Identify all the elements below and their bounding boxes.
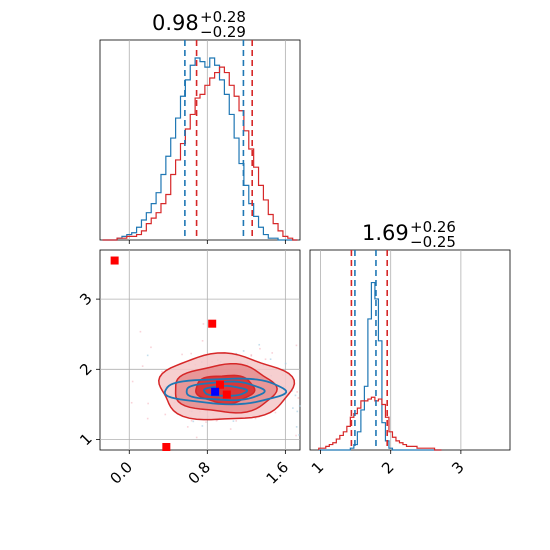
param-1-title-value: 0.98 — [152, 11, 199, 35]
hist1-series-blue — [102, 57, 298, 241]
d2-bg-point — [250, 354, 253, 356]
hist2-tick-label-0: 1 — [308, 458, 327, 477]
panel-2d-xticks: 0.0 0.8 1.6 — [106, 450, 292, 488]
panel-hist-1-frame — [99, 39, 301, 241]
d2-marker-5 — [162, 443, 171, 451]
d2-bg-point — [259, 347, 261, 350]
param-2-title-minus: −0.25 — [410, 233, 456, 251]
d2-bg-point — [181, 353, 183, 356]
d2-bg-point — [284, 362, 287, 365]
d2-xtick-label-2: 1.6 — [263, 458, 293, 488]
d2-bg-point — [150, 346, 152, 349]
d2-bg-point — [141, 365, 144, 367]
d2-bg-point — [296, 391, 298, 393]
panel-hist-2-quantiles — [350, 250, 388, 450]
panel-2d-points — [110, 256, 231, 451]
d2-xtick-label-1: 0.8 — [185, 458, 215, 488]
panel-hist-1-series — [102, 57, 298, 241]
d2-bg-point — [235, 420, 238, 422]
d2-bg-point — [130, 401, 133, 404]
panel-2d: 0.0 0.8 1.6 1 2 3 — [76, 249, 301, 488]
panel-hist-2-grid — [320, 250, 462, 450]
d2-bg-point — [215, 419, 218, 422]
hist2-tick-label-2: 3 — [448, 458, 467, 477]
d2-bg-point — [295, 344, 298, 347]
param-1-title-minus: −0.29 — [200, 23, 246, 41]
panel-hist-1-ticks — [128, 240, 286, 244]
d2-bg-point — [139, 330, 142, 333]
panel-hist-2-ticks: 1 2 3 — [308, 450, 468, 478]
d2-ytick-label-0: 1 — [76, 430, 95, 449]
d2-bg-point — [242, 350, 245, 352]
d2-bg-point — [131, 380, 134, 383]
d2-bg-point — [216, 419, 219, 421]
d2-bg-point — [195, 436, 198, 439]
d2-bg-point — [294, 394, 297, 397]
d2-bg-point — [161, 370, 163, 373]
d2-contour-blue-2 — [163, 377, 288, 406]
panel-2d-frame — [99, 249, 301, 451]
panel-2d-yticks: 1 2 3 — [76, 289, 100, 449]
hist2-series-red — [318, 396, 442, 451]
d2-bg-point — [254, 417, 257, 420]
hist1-series-red — [102, 66, 298, 241]
d2-marker-1 — [208, 319, 217, 328]
d2-bg-point — [296, 410, 299, 413]
panel-hist-2-series — [318, 281, 442, 451]
d2-bg-point — [258, 343, 261, 346]
d2-bg-point — [186, 426, 189, 428]
d2-marker-0 — [110, 256, 119, 265]
d2-bg-point — [146, 417, 149, 420]
panel-hist-1 — [99, 39, 301, 244]
panel-2d-contours-blue — [163, 377, 288, 406]
d2-bg-point — [205, 421, 207, 423]
d2-bg-point — [190, 419, 193, 422]
panel-hist-1-grid — [128, 40, 286, 240]
d2-bg-point — [298, 405, 301, 407]
panel-hist-2-frame — [309, 249, 511, 451]
d2-bg-point — [269, 358, 272, 361]
d2-bg-point — [190, 352, 192, 355]
d2-bg-point — [201, 425, 204, 427]
param-2-title: 1.69 +0.26 −0.25 — [362, 218, 456, 251]
d2-bg-point — [264, 358, 267, 361]
d2-marker-3 — [222, 390, 231, 399]
param-2-title-value: 1.69 — [362, 221, 409, 245]
d2-marker-4 — [211, 387, 220, 396]
d2-bg-point — [295, 426, 298, 428]
d2-bg-point — [147, 402, 149, 405]
d2-bg-point — [250, 355, 253, 357]
d2-bg-point — [297, 397, 300, 399]
d2-bg-point — [298, 434, 300, 436]
d2-contour-blue-1 — [185, 380, 266, 402]
d2-bg-point — [292, 407, 294, 409]
param-1-title-plus: +0.28 — [200, 8, 246, 26]
param-1-title: 0.98 +0.28 −0.29 — [152, 8, 246, 41]
d2-bg-point — [232, 420, 235, 422]
param-2-title-plus: +0.26 — [410, 218, 456, 236]
d2-bg-point — [235, 352, 238, 355]
d2-xtick-label-0: 0.0 — [106, 458, 136, 488]
panel-hist-1-quantiles — [184, 40, 253, 240]
d2-ytick-label-2: 3 — [76, 289, 95, 308]
d2-ytick-label-1: 2 — [76, 360, 95, 379]
d2-bg-point — [202, 323, 205, 325]
d2-contour-blue-0 — [203, 384, 249, 397]
d2-bg-point — [274, 411, 277, 414]
d2-bg-point — [229, 428, 232, 430]
d2-bg-point — [295, 434, 297, 437]
d2-marker-2 — [216, 380, 224, 389]
d2-bg-point — [271, 352, 274, 354]
hist2-series-blue — [318, 281, 442, 451]
hist2-tick-label-1: 2 — [378, 458, 397, 477]
panel-hist-2: 1 2 3 — [308, 249, 511, 478]
d2-bg-point — [192, 420, 195, 423]
d2-bg-point — [164, 413, 167, 416]
d2-bg-point — [201, 340, 204, 342]
d2-bg-point — [146, 354, 149, 357]
